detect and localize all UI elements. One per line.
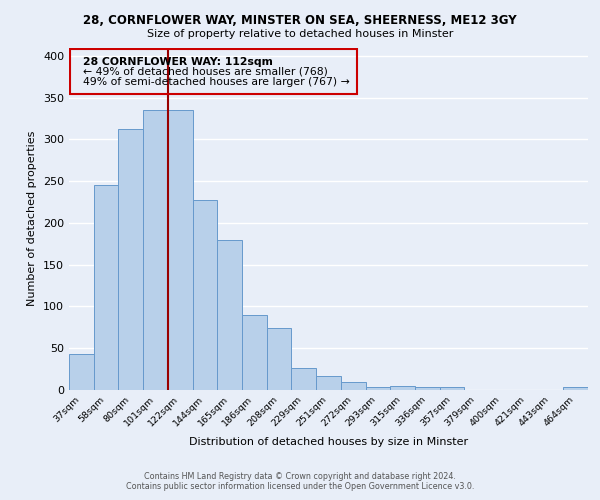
Bar bbox=[70, 49, 357, 94]
Bar bbox=[168, 110, 193, 390]
Bar bbox=[69, 354, 94, 390]
Y-axis label: Number of detached properties: Number of detached properties bbox=[28, 131, 37, 306]
Text: 49% of semi-detached houses are larger (767) →: 49% of semi-detached houses are larger (… bbox=[83, 76, 349, 86]
Bar bbox=[193, 200, 217, 390]
Bar bbox=[316, 376, 341, 390]
Text: 28 CORNFLOWER WAY: 112sqm: 28 CORNFLOWER WAY: 112sqm bbox=[83, 56, 272, 66]
Bar bbox=[440, 388, 464, 390]
Bar bbox=[94, 186, 118, 390]
Text: Contains HM Land Registry data © Crown copyright and database right 2024.
Contai: Contains HM Land Registry data © Crown c… bbox=[126, 472, 474, 491]
Bar bbox=[217, 240, 242, 390]
Bar bbox=[143, 110, 168, 390]
Bar bbox=[563, 388, 588, 390]
Bar bbox=[292, 368, 316, 390]
X-axis label: Distribution of detached houses by size in Minster: Distribution of detached houses by size … bbox=[189, 437, 468, 447]
Bar bbox=[365, 386, 390, 390]
Bar bbox=[390, 386, 415, 390]
Text: Size of property relative to detached houses in Minster: Size of property relative to detached ho… bbox=[147, 29, 453, 39]
Text: 28, CORNFLOWER WAY, MINSTER ON SEA, SHEERNESS, ME12 3GY: 28, CORNFLOWER WAY, MINSTER ON SEA, SHEE… bbox=[83, 14, 517, 27]
Bar bbox=[118, 130, 143, 390]
Bar bbox=[267, 328, 292, 390]
Text: ← 49% of detached houses are smaller (768): ← 49% of detached houses are smaller (76… bbox=[83, 66, 328, 76]
Bar bbox=[341, 382, 365, 390]
Bar bbox=[415, 388, 440, 390]
Bar bbox=[242, 315, 267, 390]
